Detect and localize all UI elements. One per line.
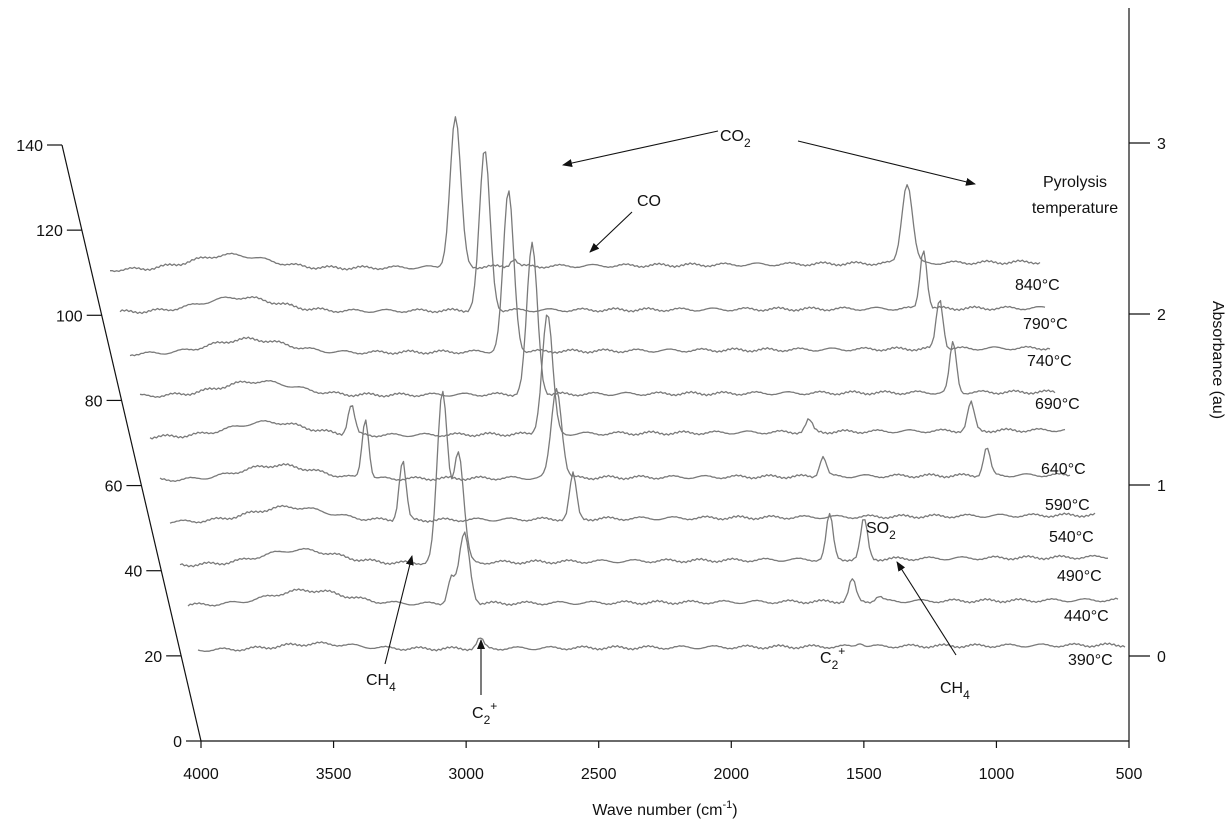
x-tick-label: 4000 xyxy=(183,766,219,783)
annotation-sup: + xyxy=(838,644,845,658)
series-label: 690°C xyxy=(1035,396,1080,413)
depth-tick-label: 0 xyxy=(173,734,182,751)
series-label: 490°C xyxy=(1057,568,1102,585)
annotation-c2_mid: C2+ xyxy=(820,644,845,672)
spectra xyxy=(109,116,1126,653)
x-tick-label: 1500 xyxy=(846,766,882,783)
x-axis-title-part: Wave number (cm xyxy=(592,802,722,819)
annotation-text: SO xyxy=(866,520,889,537)
x-axis-title-close: ) xyxy=(732,802,737,819)
right-tick-label: 2 xyxy=(1157,307,1166,324)
x-tick-label: 3000 xyxy=(448,766,484,783)
series-label: 540°C xyxy=(1049,529,1094,546)
spectrum-line xyxy=(197,637,1126,653)
co2-left-arrow xyxy=(562,130,719,167)
axes xyxy=(61,8,1130,742)
annotation-text: C xyxy=(820,650,832,667)
series-label: 390°C xyxy=(1068,652,1113,669)
depth-tick-label: 60 xyxy=(105,479,123,496)
x-tick-label: 500 xyxy=(1116,766,1143,783)
annotation-sub: 4 xyxy=(389,680,396,694)
annotation-text: CO xyxy=(720,128,744,145)
x-tick-label: 1000 xyxy=(979,766,1015,783)
ch4-left-arrow xyxy=(384,555,414,665)
annotation-sub: 2 xyxy=(832,658,839,672)
depth-axis-line xyxy=(61,144,202,742)
spectrum-line xyxy=(159,387,1071,483)
series-label: 640°C xyxy=(1041,461,1086,478)
spectrum-line xyxy=(169,460,1096,524)
annotation-text: CH xyxy=(940,680,963,697)
annotation-c2_bottom: C2+ xyxy=(472,699,497,727)
annotation-ch4_left: CH4 xyxy=(366,672,396,694)
spectrum-line xyxy=(179,390,1109,568)
labels: Wave number (cm-1) Absorbance (au) Pyrolys… xyxy=(592,174,1226,819)
annotation-ch4_right: CH4 xyxy=(940,680,970,702)
spectrum-line xyxy=(139,241,1056,398)
x-tick-label: 3500 xyxy=(316,766,352,783)
depth-tick-label: 20 xyxy=(144,649,162,666)
spectrum-line xyxy=(119,151,1046,315)
right-axis-title: Absorbance (au) xyxy=(1209,301,1226,419)
annotation-sub: 4 xyxy=(963,688,970,702)
series-label: 440°C xyxy=(1064,608,1109,625)
depth-tick-label: 100 xyxy=(56,308,83,325)
spectrum-line xyxy=(149,314,1066,440)
x-axis-title-sup: -1 xyxy=(723,799,733,811)
depth-tick-label: 140 xyxy=(16,138,43,155)
annotation-co: CO xyxy=(637,193,661,210)
series-label: 790°C xyxy=(1023,316,1068,333)
right-tick-label: 1 xyxy=(1157,478,1166,495)
series-label: 740°C xyxy=(1027,353,1072,370)
series-label: 590°C xyxy=(1045,497,1090,514)
co2-right-arrow xyxy=(797,140,976,186)
annotation-sup: + xyxy=(490,699,497,713)
annotation-text: CO xyxy=(637,193,661,210)
spectrum-line xyxy=(109,116,1041,273)
annotation-sub: 2 xyxy=(744,136,751,150)
depth-tick-label: 40 xyxy=(124,564,142,581)
spectrum-line xyxy=(187,531,1119,607)
ticks: 4000 3500 3000 2500 2000 1500 1000 500020406080… xyxy=(16,136,1166,783)
series-label: 840°C xyxy=(1015,277,1060,294)
annotation-text: CH xyxy=(366,672,389,689)
spectrum-line xyxy=(129,190,1051,357)
annotation-so2: SO2 xyxy=(866,520,896,542)
legend-title-line2: temperature xyxy=(1032,200,1118,217)
co-arrow xyxy=(589,211,633,253)
x-tick-label: 2000 xyxy=(713,766,749,783)
right-tick-label: 0 xyxy=(1157,649,1166,666)
ch4-right-arrow xyxy=(896,561,957,656)
depth-tick-label: 80 xyxy=(85,393,103,410)
depth-tick-label: 120 xyxy=(36,223,63,240)
annotation-sub: 2 xyxy=(484,713,491,727)
x-axis-title: Wave number (cm-1) xyxy=(592,799,737,819)
legend-title-line1: Pyrolysis xyxy=(1043,174,1107,191)
annotation-text: C xyxy=(472,705,484,722)
annotation-sub: 2 xyxy=(889,528,896,542)
annotation-co2: CO2 xyxy=(720,128,751,150)
x-tick-label: 2500 xyxy=(581,766,617,783)
right-tick-label: 3 xyxy=(1157,136,1166,153)
